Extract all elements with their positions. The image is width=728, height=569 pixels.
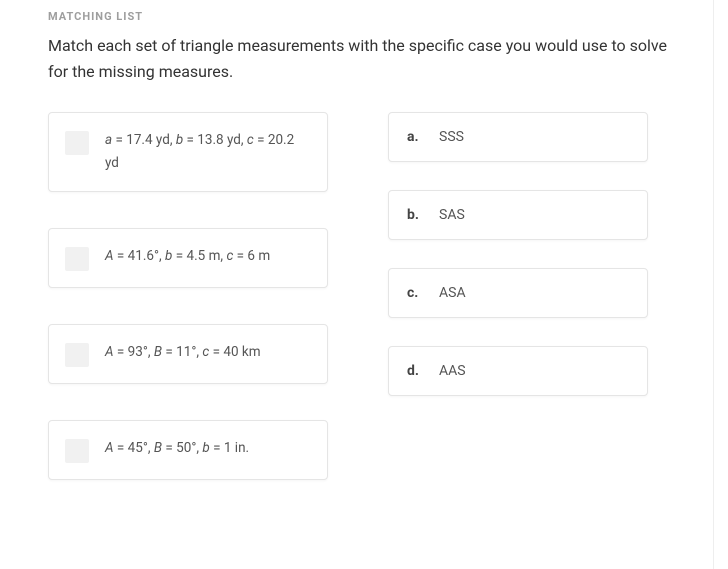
answer-letter: a. bbox=[407, 129, 421, 145]
question-card: A = 41.6°, b = 4.5 m, c = 6 m bbox=[48, 228, 328, 288]
question-prompt: Match each set of triangle measurements … bbox=[48, 33, 680, 84]
question-text: A = 93°, B = 11°, c = 40 km bbox=[105, 341, 261, 364]
answer-option[interactable]: a. SSS bbox=[388, 112, 648, 162]
answer-letter: b. bbox=[407, 207, 421, 223]
question-text: a = 17.4 yd, b = 13.8 yd, c = 20.2 yd bbox=[105, 129, 309, 175]
question-card: a = 17.4 yd, b = 13.8 yd, c = 20.2 yd bbox=[48, 112, 328, 192]
question-text: A = 45°, B = 50°, b = 1 in. bbox=[105, 437, 249, 460]
answer-letter: d. bbox=[407, 363, 421, 379]
answer-dropzone[interactable] bbox=[65, 439, 89, 463]
answer-text: SAS bbox=[439, 207, 465, 223]
answer-dropzone[interactable] bbox=[65, 131, 89, 155]
answer-option[interactable]: d. AAS bbox=[388, 346, 648, 396]
answer-option[interactable]: b. SAS bbox=[388, 190, 648, 240]
question-card: A = 93°, B = 11°, c = 40 km bbox=[48, 324, 328, 384]
question-text: A = 41.6°, b = 4.5 m, c = 6 m bbox=[105, 245, 270, 268]
answer-text: SSS bbox=[439, 129, 464, 145]
answer-letter: c. bbox=[407, 285, 421, 301]
columns: a = 17.4 yd, b = 13.8 yd, c = 20.2 yd A … bbox=[48, 112, 680, 516]
section-label: MATCHING LIST bbox=[48, 10, 680, 23]
answer-option[interactable]: c. ASA bbox=[388, 268, 648, 318]
answer-text: AAS bbox=[439, 363, 466, 379]
right-divider bbox=[713, 0, 714, 569]
question-card: A = 45°, B = 50°, b = 1 in. bbox=[48, 420, 328, 480]
answers-column: a. SSS b. SAS c. ASA d. AAS bbox=[388, 112, 648, 424]
answer-dropzone[interactable] bbox=[65, 247, 89, 271]
questions-column: a = 17.4 yd, b = 13.8 yd, c = 20.2 yd A … bbox=[48, 112, 328, 516]
matching-container: MATCHING LIST Match each set of triangle… bbox=[0, 0, 728, 516]
answer-text: ASA bbox=[439, 285, 466, 301]
answer-dropzone[interactable] bbox=[65, 343, 89, 367]
